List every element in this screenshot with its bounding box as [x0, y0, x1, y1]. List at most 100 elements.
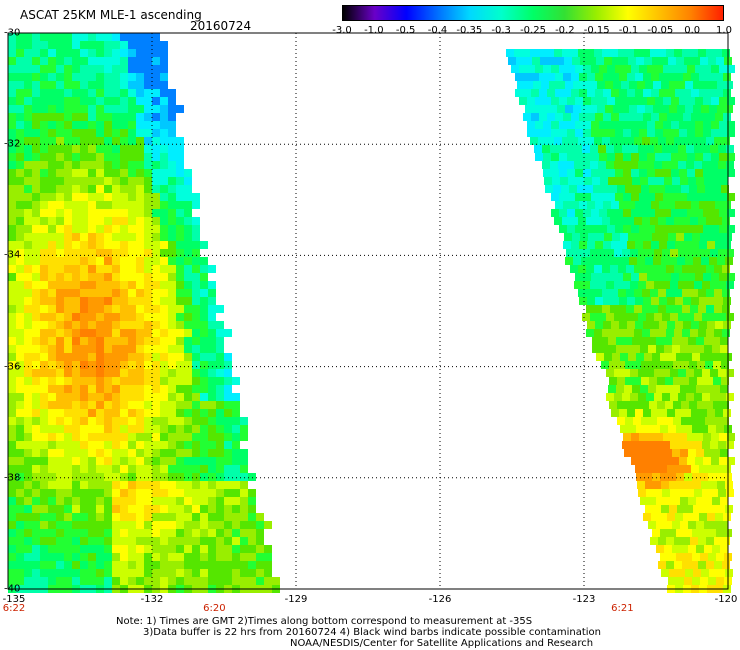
swath-cell	[152, 97, 160, 105]
swath-cell	[144, 193, 152, 201]
swath-cell	[706, 289, 714, 297]
swath-cell	[703, 169, 711, 177]
swath-cell	[88, 353, 96, 361]
swath-cell	[160, 537, 168, 545]
swath-cell	[88, 41, 96, 49]
swath-cell	[48, 425, 56, 433]
swath-cell	[661, 569, 669, 577]
swath-cell	[256, 537, 264, 545]
swath-cell	[24, 433, 32, 441]
swath-cell	[702, 249, 710, 257]
swath-cell	[56, 73, 64, 81]
swath-cell	[687, 457, 695, 465]
swath-cell	[16, 65, 24, 73]
swath-cell	[112, 257, 120, 265]
swath-cell	[647, 169, 655, 177]
swath-cell	[627, 241, 635, 249]
swath-cell	[697, 401, 705, 409]
swath-cell	[656, 337, 664, 345]
swath-cell	[8, 265, 16, 273]
swath-cell	[64, 257, 72, 265]
swath-cell	[128, 185, 136, 193]
swath-cell	[128, 121, 136, 129]
swath-cell	[652, 529, 660, 537]
swath-cell	[582, 281, 590, 289]
swath-cell	[160, 409, 168, 417]
swath-cell	[564, 233, 572, 241]
swath-cell	[16, 57, 24, 65]
swath-cell	[16, 505, 24, 513]
swath-cell	[722, 217, 730, 225]
swath-cell	[168, 385, 176, 393]
swath-cell	[104, 457, 112, 465]
swath-cell	[633, 361, 641, 369]
swath-cell	[667, 465, 675, 473]
swath-cell	[192, 289, 200, 297]
swath-cell	[716, 553, 724, 561]
swath-cell	[168, 153, 176, 161]
swath-cell	[176, 417, 184, 425]
swath-cell	[8, 385, 16, 393]
swath-cell	[144, 185, 152, 193]
swath-cell	[16, 553, 24, 561]
swath-cell	[152, 449, 160, 457]
swath-cell	[64, 217, 72, 225]
swath-cell	[88, 505, 96, 513]
swath-cell	[678, 489, 686, 497]
swath-cell	[16, 577, 24, 585]
swath-cell	[72, 57, 80, 65]
swath-cell	[72, 81, 80, 89]
swath-cell	[538, 49, 546, 57]
swath-cell	[168, 313, 176, 321]
swath-cell	[184, 441, 192, 449]
swath-cell	[48, 393, 56, 401]
swath-cell	[152, 345, 160, 353]
swath-cell	[72, 281, 80, 289]
colorbar-tick-label: -0.5	[395, 25, 416, 36]
swath-cell	[662, 281, 670, 289]
swath-cell	[160, 577, 168, 585]
swath-cell	[557, 105, 565, 113]
swath-cell	[88, 481, 96, 489]
swath-cell	[48, 497, 56, 505]
swath-cell	[634, 217, 642, 225]
swath-cell	[715, 465, 723, 473]
swath-cell	[176, 505, 184, 513]
swath-cell	[64, 297, 72, 305]
swath-cell	[638, 145, 646, 153]
swath-cell	[104, 577, 112, 585]
swath-cell	[559, 169, 567, 177]
swath-cell	[596, 57, 604, 65]
swath-cell	[96, 417, 104, 425]
swath-cell	[168, 465, 176, 473]
swath-cell	[710, 441, 718, 449]
swath-cell	[192, 409, 200, 417]
swath-cell	[597, 257, 605, 265]
swath-cell	[643, 73, 651, 81]
swath-cell	[152, 105, 160, 113]
swath-cell	[104, 217, 112, 225]
swath-cell	[208, 369, 216, 377]
swath-cell	[112, 249, 120, 257]
colorbar-tick-label: -3.0	[332, 25, 352, 36]
swath-cell	[104, 105, 112, 113]
swath-cell	[144, 529, 152, 537]
swath-cell	[120, 225, 128, 233]
swath-cell	[613, 81, 621, 89]
swath-cell	[112, 561, 120, 569]
swath-cell	[646, 145, 654, 153]
swath-cell	[152, 209, 160, 217]
swath-cell	[663, 129, 671, 137]
colorbar-tick-label: 0.0	[684, 25, 701, 36]
swath-cell	[591, 169, 599, 177]
swath-cell	[232, 577, 240, 585]
swath-cell	[112, 137, 120, 145]
swath-cell	[240, 481, 248, 489]
swath-cell	[601, 361, 609, 369]
swath-cell	[104, 545, 112, 553]
swath-cell	[24, 193, 32, 201]
swath-cell	[654, 281, 662, 289]
swath-cell	[674, 265, 682, 273]
swath-cell	[176, 561, 184, 569]
swath-cell	[240, 457, 248, 465]
